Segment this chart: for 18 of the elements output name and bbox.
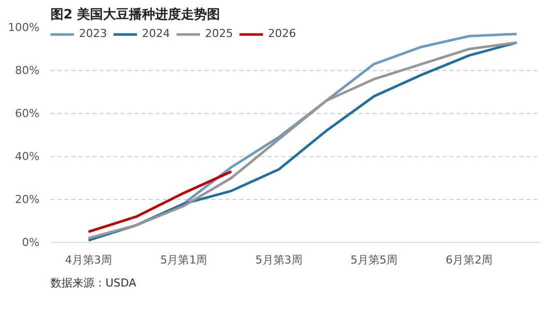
x-tick-label: 5月第3周 [255, 254, 302, 266]
y-tick-label: 100% [8, 21, 40, 34]
x-tick-label: 5月第1周 [160, 254, 208, 266]
x-tick-label: 4月第3周 [65, 254, 112, 266]
x-tick-label: 5月第5周 [350, 254, 398, 266]
legend-label: 2023 [79, 27, 107, 40]
source-note: 数据来源：USDA [50, 276, 137, 290]
legend-label: 2026 [268, 27, 296, 40]
y-tick-label: 60% [15, 107, 40, 120]
line-series [87, 170, 233, 233]
y-tick-label: 0% [22, 236, 40, 249]
chart-title: 图2 美国大豆播种进度走势图 [50, 6, 220, 22]
y-tick-label: 40% [15, 150, 40, 163]
legend-label: 2024 [142, 27, 170, 40]
legend-label: 2025 [205, 27, 233, 40]
x-tick-label: 6月第2周 [446, 254, 493, 266]
y-tick-label: 80% [15, 64, 40, 77]
y-tick-label: 20% [15, 193, 40, 206]
